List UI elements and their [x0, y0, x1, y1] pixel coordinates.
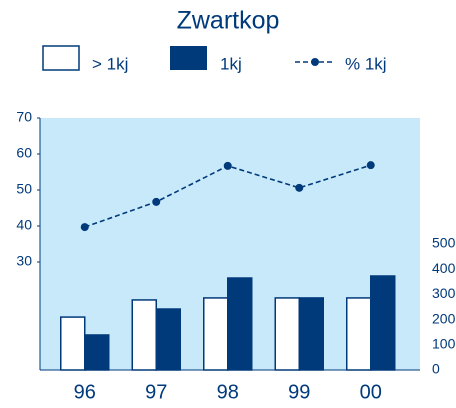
bar: [274, 297, 300, 371]
bar: [131, 299, 157, 371]
legend-label: % 1kj: [345, 54, 387, 73]
bar: [227, 277, 253, 371]
bar: [155, 308, 181, 371]
y2-tick-label: 500: [432, 235, 456, 251]
x-tick-label: 97: [145, 381, 167, 403]
bar: [203, 297, 229, 371]
y2-tick-label: 400: [432, 260, 456, 276]
bar: [84, 334, 110, 371]
x-tick-label: 99: [288, 381, 310, 403]
point: [223, 161, 232, 170]
x-tick-label: 98: [217, 381, 239, 403]
y2-tick-label: 100: [432, 336, 456, 352]
y2-tick-label: 0: [432, 361, 440, 377]
y2-tick-label: 300: [432, 285, 456, 301]
y-tick-label: 70: [16, 109, 32, 125]
legend-swatch: [170, 46, 207, 70]
bar: [298, 297, 324, 371]
legend-label: > 1kj: [92, 54, 128, 73]
legend-label: 1kj: [220, 54, 242, 73]
x-tick-label: 00: [360, 381, 382, 403]
point: [366, 161, 375, 170]
y-tick-label: 30: [16, 253, 32, 269]
bar: [60, 316, 86, 371]
y-tick-label: 50: [16, 181, 32, 197]
point: [80, 223, 89, 232]
point: [152, 197, 161, 206]
y-tick-label: 60: [16, 145, 32, 161]
bar: [370, 275, 396, 371]
legend-swatch: [42, 45, 80, 71]
point: [295, 183, 304, 192]
y2-tick-label: 200: [432, 310, 456, 326]
chart-title: Zwartkop: [177, 7, 280, 35]
legend-point: [311, 58, 319, 66]
x-tick-label: 96: [74, 381, 96, 403]
y-tick-label: 40: [16, 217, 32, 233]
bar: [346, 297, 372, 371]
